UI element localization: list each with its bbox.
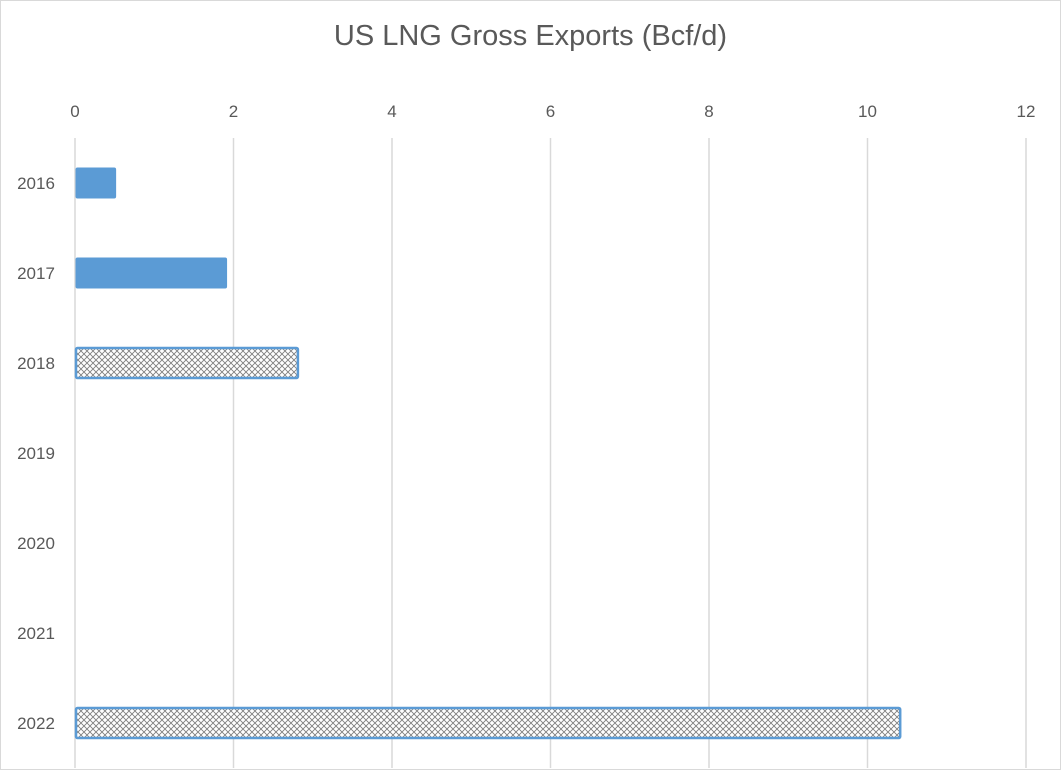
x-tick-label: 10 [858, 102, 877, 121]
y-tick-label: 2021 [17, 624, 55, 643]
y-tick-label: 2018 [17, 354, 55, 373]
x-tick-label: 0 [70, 102, 79, 121]
y-tick-label: 2016 [17, 174, 55, 193]
gridlines [74, 138, 1027, 768]
bar [74, 346, 300, 380]
x-tick-label: 2 [229, 102, 238, 121]
y-tick-label: 2022 [17, 714, 55, 733]
y-tick-label: 2017 [17, 264, 55, 283]
y-tick-label: 2019 [17, 444, 55, 463]
x-tick-label: 12 [1017, 102, 1036, 121]
chart-title: US LNG Gross Exports (Bcf/d) [333, 20, 728, 52]
axis-labels: 0 2 4 6 8 10 12 2016 2017 2018 2019 2020 2021 2022 [17, 102, 1035, 733]
bars [74, 167, 902, 740]
bar [75, 167, 117, 199]
x-tick-label: 4 [387, 102, 396, 121]
bar [74, 706, 902, 740]
bar [75, 257, 228, 289]
y-tick-label: 2020 [17, 534, 55, 553]
x-tick-label: 8 [704, 102, 713, 121]
x-tick-label: 6 [546, 102, 555, 121]
